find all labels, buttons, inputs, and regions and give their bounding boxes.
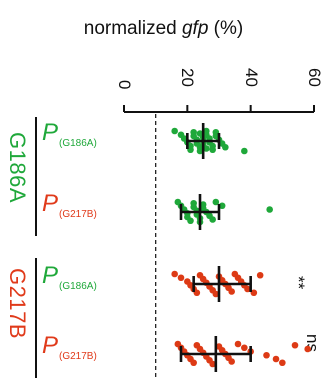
data-point bbox=[263, 351, 270, 359]
data-point bbox=[171, 127, 178, 135]
data-point bbox=[234, 340, 242, 348]
row-label-g217b-g217b: P(G217B) bbox=[42, 332, 97, 362]
data-point bbox=[187, 217, 194, 225]
data-point bbox=[187, 146, 194, 154]
data-point bbox=[212, 198, 220, 206]
chart-title: normalized gfp (%) bbox=[0, 18, 327, 40]
data-point bbox=[209, 146, 216, 154]
data-point bbox=[228, 288, 235, 295]
data-point bbox=[304, 345, 311, 353]
row-promoter: P bbox=[42, 190, 59, 217]
row-variant: (G186A) bbox=[59, 138, 97, 149]
data-point bbox=[209, 360, 216, 368]
data-point bbox=[177, 274, 185, 282]
row-label-g186a-g217b: P(G217B) bbox=[42, 190, 97, 220]
data-point bbox=[256, 271, 264, 279]
row-label-g186a-g186a: P(G186A) bbox=[42, 119, 97, 149]
row-variant: (G217B) bbox=[59, 209, 97, 220]
data-point bbox=[241, 344, 248, 352]
data-point bbox=[196, 147, 204, 155]
chart-title-text: normalized bbox=[83, 18, 177, 39]
data-point bbox=[228, 358, 235, 365]
row-variant: (G186A) bbox=[59, 281, 97, 292]
data-point bbox=[250, 289, 258, 297]
row-promoter: P bbox=[42, 262, 59, 289]
data-point bbox=[266, 206, 273, 213]
row-variant: (G217B) bbox=[59, 351, 97, 362]
data-point bbox=[272, 355, 280, 363]
chart-title-gene: gfp bbox=[181, 18, 209, 39]
chart-title-unit: (%) bbox=[208, 18, 244, 39]
data-point bbox=[222, 143, 229, 151]
data-point bbox=[244, 285, 251, 293]
data-point bbox=[241, 147, 248, 155]
data-point bbox=[203, 145, 210, 152]
data-point bbox=[171, 270, 178, 278]
data-point bbox=[291, 341, 299, 349]
row-promoter: P bbox=[42, 119, 59, 146]
data-point bbox=[209, 216, 216, 223]
row-label-g217b-g186a: P(G186A) bbox=[42, 262, 97, 292]
data-point bbox=[218, 202, 226, 210]
data-point bbox=[279, 359, 286, 367]
data-point bbox=[190, 359, 197, 367]
row-promoter: P bbox=[42, 332, 59, 359]
data-point bbox=[193, 289, 201, 297]
data-point bbox=[212, 290, 220, 298]
